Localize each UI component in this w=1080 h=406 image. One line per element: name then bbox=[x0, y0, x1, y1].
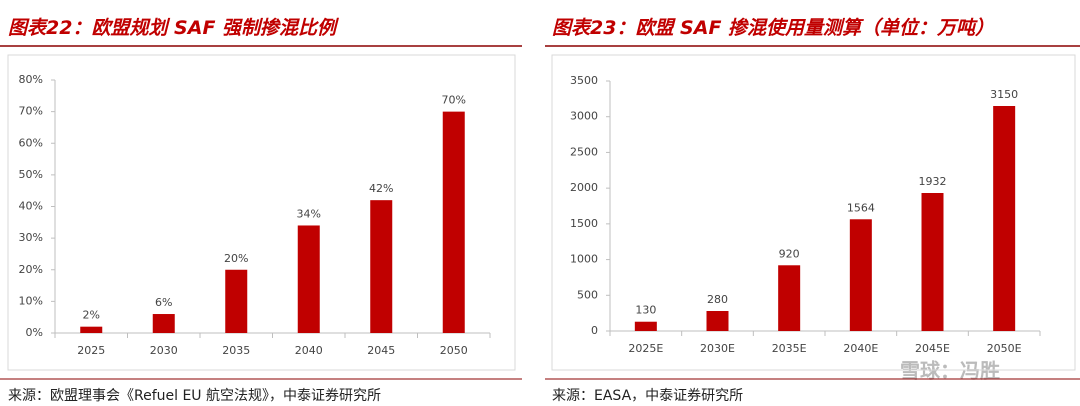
x-tick-label: 2025E bbox=[628, 342, 663, 355]
x-tick-label: 2040E bbox=[843, 342, 878, 355]
bar bbox=[80, 326, 103, 333]
value-label: 130 bbox=[635, 304, 656, 317]
y-tick-label: 50% bbox=[19, 168, 43, 181]
source: 来源：EASA，中泰证券研究所 bbox=[552, 388, 743, 404]
y-tick-label: 1500 bbox=[570, 217, 598, 230]
bar bbox=[849, 219, 872, 331]
x-tick-label: 2035E bbox=[772, 342, 807, 355]
y-tick-label: 0 bbox=[591, 324, 598, 337]
bar bbox=[706, 311, 729, 331]
y-tick-label: 70% bbox=[19, 105, 43, 118]
value-label: 34% bbox=[297, 207, 321, 220]
y-tick-label: 3500 bbox=[570, 74, 598, 87]
y-tick-label: 30% bbox=[19, 231, 43, 244]
x-tick-label: 2045E bbox=[915, 342, 950, 355]
x-tick-label: 2050 bbox=[440, 344, 468, 357]
value-label: 42% bbox=[369, 182, 393, 195]
x-tick-label: 2050E bbox=[987, 342, 1022, 355]
chart-frame bbox=[551, 54, 1076, 371]
bar bbox=[225, 269, 248, 333]
value-label: 1932 bbox=[919, 175, 947, 188]
y-tick-label: 0% bbox=[26, 326, 43, 339]
value-label: 2% bbox=[83, 309, 100, 322]
y-tick-label: 500 bbox=[577, 288, 598, 301]
bar bbox=[152, 314, 175, 333]
x-tick-label: 2040 bbox=[295, 344, 323, 357]
value-label: 20% bbox=[224, 252, 248, 265]
chart-frame bbox=[7, 54, 516, 371]
value-label: 3150 bbox=[990, 88, 1018, 101]
bar bbox=[778, 265, 801, 331]
y-tick-label: 10% bbox=[19, 294, 43, 307]
bar bbox=[370, 200, 393, 333]
value-label: 70% bbox=[442, 94, 466, 107]
x-tick-label: 2030E bbox=[700, 342, 735, 355]
x-tick-label: 2035 bbox=[222, 344, 250, 357]
chart-title: 图表22：欧盟规划 SAF 强制掺混比例 bbox=[8, 17, 339, 39]
value-label: 280 bbox=[707, 293, 728, 306]
y-tick-label: 2000 bbox=[570, 181, 598, 194]
value-label: 6% bbox=[155, 296, 172, 309]
bar bbox=[297, 225, 320, 333]
y-tick-label: 60% bbox=[19, 136, 43, 149]
y-tick-label: 2500 bbox=[570, 145, 598, 158]
y-tick-label: 1000 bbox=[570, 253, 598, 266]
source: 来源：欧盟理事会《Refuel EU 航空法规》，中泰证券研究所 bbox=[8, 388, 381, 404]
bar bbox=[921, 193, 944, 331]
bar bbox=[993, 106, 1016, 331]
bar bbox=[442, 111, 465, 333]
y-tick-label: 20% bbox=[19, 263, 43, 276]
x-tick-label: 2030 bbox=[150, 344, 178, 357]
y-tick-label: 3000 bbox=[570, 110, 598, 123]
x-tick-label: 2025 bbox=[77, 344, 105, 357]
y-tick-label: 80% bbox=[19, 73, 43, 86]
x-tick-label: 2045 bbox=[367, 344, 395, 357]
value-label: 1564 bbox=[847, 201, 875, 214]
y-tick-label: 40% bbox=[19, 200, 43, 213]
value-label: 920 bbox=[779, 247, 800, 260]
bar bbox=[634, 321, 657, 331]
chart-title: 图表23：欧盟 SAF 掺混使用量测算（单位：万吨） bbox=[552, 17, 994, 39]
